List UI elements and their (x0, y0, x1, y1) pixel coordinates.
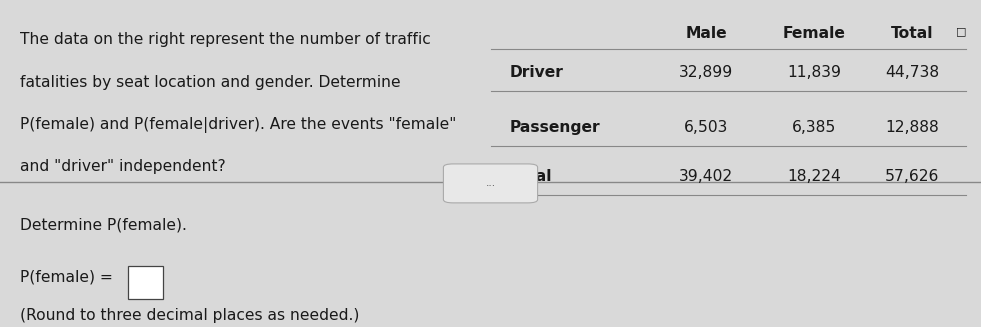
Text: Female: Female (783, 26, 846, 41)
Text: Male: Male (686, 26, 727, 41)
Text: P(female) and P(female|driver). Are the events "female": P(female) and P(female|driver). Are the … (20, 117, 456, 133)
Text: 32,899: 32,899 (679, 65, 734, 80)
FancyBboxPatch shape (128, 266, 163, 299)
Text: 6,503: 6,503 (684, 120, 729, 135)
Text: 6,385: 6,385 (792, 120, 837, 135)
FancyBboxPatch shape (443, 164, 538, 203)
Text: Passenger: Passenger (510, 120, 600, 135)
Text: Total: Total (510, 169, 552, 184)
Text: 57,626: 57,626 (885, 169, 940, 184)
Text: ...: ... (486, 179, 495, 188)
Text: fatalities by seat location and gender. Determine: fatalities by seat location and gender. … (20, 75, 400, 90)
Text: Total: Total (891, 26, 934, 41)
Text: 39,402: 39,402 (679, 169, 734, 184)
Text: Determine P(female).: Determine P(female). (20, 217, 186, 232)
Text: The data on the right represent the number of traffic: The data on the right represent the numb… (20, 32, 431, 47)
Text: 18,224: 18,224 (788, 169, 841, 184)
Text: P(female) =: P(female) = (20, 269, 113, 284)
Text: □: □ (956, 26, 966, 36)
Text: (Round to three decimal places as needed.): (Round to three decimal places as needed… (20, 308, 359, 323)
Text: and "driver" independent?: and "driver" independent? (20, 159, 226, 174)
Text: Driver: Driver (510, 65, 564, 80)
Text: 44,738: 44,738 (885, 65, 940, 80)
Text: 12,888: 12,888 (886, 120, 939, 135)
Text: 11,839: 11,839 (787, 65, 842, 80)
